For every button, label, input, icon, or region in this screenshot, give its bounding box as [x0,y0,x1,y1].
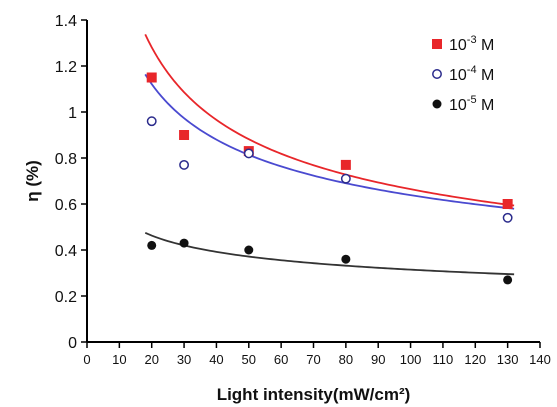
x-tick-label: 100 [400,352,422,367]
y-tick-label: 0.8 [55,151,77,168]
data-point-series-1 [340,173,351,184]
x-axis-title: Light intensity(mW/cm²) [217,385,411,404]
legend-marker-series-2 [432,99,442,109]
data-point-series-1 [179,159,190,170]
legend-label-unit: M [477,67,495,84]
data-points [146,72,513,285]
data-point-series-2 [179,238,189,248]
x-tick-label: 20 [144,352,158,367]
data-point-series-2 [244,245,254,255]
x-tick-label: 90 [371,352,385,367]
x-tick-label: 80 [339,352,353,367]
x-tick-label: 30 [177,352,191,367]
fit-curves [144,33,515,276]
y-tick-label: 1.4 [55,13,77,30]
fit-curve-series-0 [144,33,515,207]
legend-label-series-0: 10-3 M [449,34,494,54]
x-tick-label: 70 [306,352,320,367]
x-tick-label: 60 [274,352,288,367]
legend-label-base: 10 [449,67,467,84]
legend-label-unit: M [477,97,495,114]
x-ticks: 0 10 20 30 40 50 60 70 80 90 100 110 120 130 140 [83,342,551,367]
y-tick-label: 1 [68,105,77,122]
data-point-series-2 [503,275,513,285]
data-point-series-0 [340,159,351,170]
x-tick-label: 120 [464,352,486,367]
x-tick-label: 140 [529,352,551,367]
x-tick-label: 50 [242,352,256,367]
legend-label-exponent: -4 [467,64,477,76]
y-tick-label: 0.4 [55,243,77,260]
legend-label-series-2: 10-5 M [449,94,494,114]
legend-marker-series-1 [432,69,442,79]
legend-label-base: 10 [449,97,467,114]
fit-curve-series-1 [144,73,515,210]
legend-label-series-1: 10-4 M [449,64,494,84]
y-ticks: 0 0.2 0.4 0.6 0.8 1 1.2 1.4 [55,13,87,352]
x-tick-label: 40 [209,352,223,367]
data-point-series-0 [502,199,513,209]
data-point-series-0 [179,130,190,140]
legend-label-unit: M [477,37,495,54]
legend-label-exponent: -5 [467,94,477,106]
data-point-series-2 [147,240,157,250]
data-point-series-1 [243,148,254,159]
data-point-series-1 [502,212,513,223]
y-tick-label: 1.2 [55,59,77,76]
x-tick-label: 10 [112,352,126,367]
y-tick-label: 0.6 [55,197,77,214]
y-axis-title: η (%) [23,160,42,202]
data-point-series-1 [146,116,157,127]
y-tick-label: 0 [68,335,77,352]
y-tick-label: 0.2 [55,289,77,306]
x-tick-label: 0 [83,352,90,367]
legend-label-base: 10 [449,37,467,54]
data-point-series-0 [146,72,157,83]
x-tick-label: 130 [497,352,519,367]
legend-label-exponent: -3 [467,34,477,46]
x-tick-label: 110 [433,352,454,367]
legend-marker-series-0 [432,39,442,49]
legend: 10-3 M10-4 M10-5 M [432,34,494,114]
fit-curve-series-2 [144,231,515,276]
data-point-series-2 [341,254,351,264]
